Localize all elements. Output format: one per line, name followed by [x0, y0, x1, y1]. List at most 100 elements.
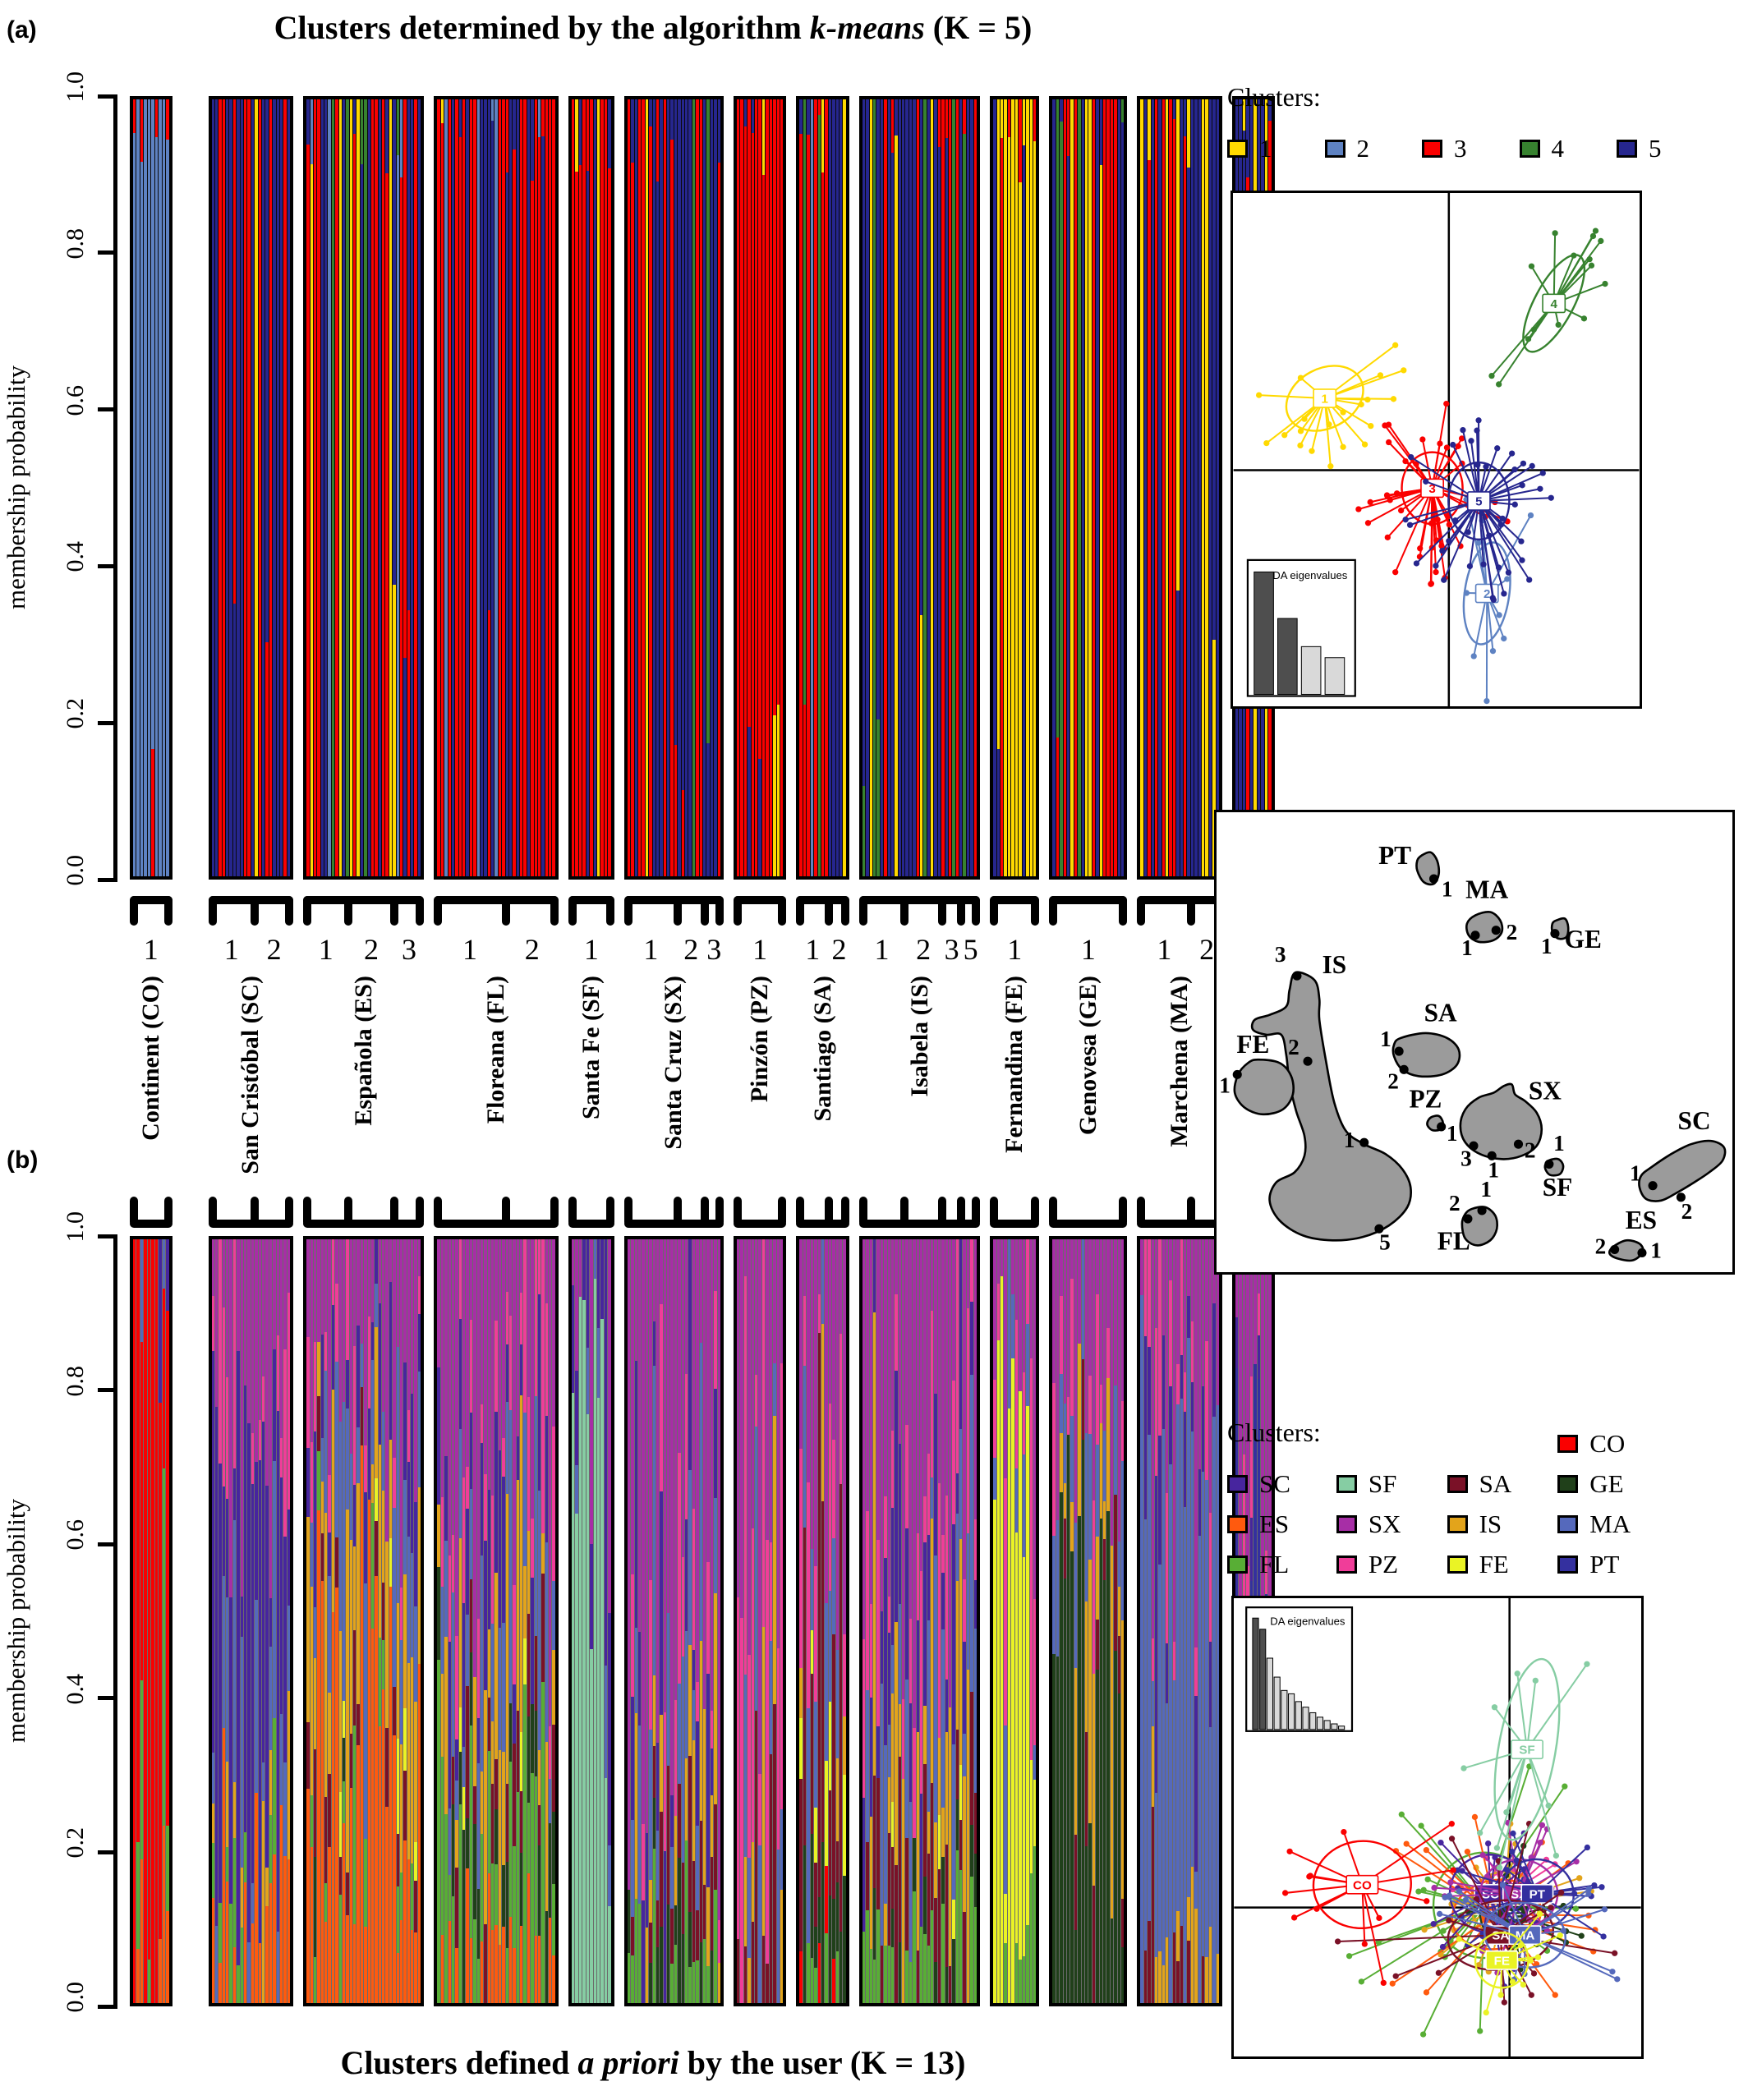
admixture-bar — [1103, 1239, 1107, 2003]
site-number-FE-1: 1 — [1219, 1073, 1230, 1098]
bar-segment-FL — [835, 1951, 840, 2003]
bracket-tick — [285, 1197, 294, 1226]
admixture-bar — [895, 1239, 899, 2003]
bar-segment-IS — [407, 1663, 411, 1860]
bar-segment-MA — [649, 1730, 652, 1880]
bar-segment-SX — [502, 1239, 505, 1439]
bar-segment-IS — [396, 1603, 399, 1739]
bar-segment-IS — [487, 1629, 490, 1698]
bar-segment-IS — [743, 1857, 748, 1946]
bar-segment-PZ — [996, 1283, 1000, 1340]
bar-segment-PZ — [660, 1303, 663, 1492]
bar-segment-FE — [342, 1700, 346, 1738]
y-tick-label: 0.6 — [62, 384, 89, 416]
bar-segment-SA — [541, 1574, 545, 1683]
bar-segment-5 — [353, 99, 356, 134]
bar-segment-PZ — [758, 1773, 761, 1846]
bar-segment-SC — [696, 1721, 699, 1827]
bar-segment-SX — [706, 1239, 710, 1562]
admixture-bar — [349, 1239, 354, 2003]
admixture-bar — [645, 99, 650, 876]
group-label-CO: Continent (CO) — [130, 976, 172, 1222]
bar-segment-MA — [523, 1412, 527, 1567]
admixture-bar — [531, 99, 535, 876]
bar-segment-GE — [828, 1896, 832, 2003]
admixture-bar — [1151, 1239, 1155, 2003]
admixture-bar — [1011, 99, 1015, 876]
bar-segment-SX — [403, 1239, 407, 1362]
admixture-bar — [437, 1239, 441, 2003]
admixture-bar — [810, 99, 815, 876]
admixture-bar — [520, 1239, 524, 2003]
bar-segment-2 — [396, 155, 399, 876]
population-number-IS-5: 5 — [963, 933, 978, 966]
legend-swatch — [1227, 1475, 1248, 1493]
bar-segment-IS — [706, 1887, 710, 1967]
bar-segment-IS — [444, 1637, 448, 1814]
bar-segment-SX — [1176, 1239, 1180, 1365]
bar-segment-4 — [1060, 121, 1063, 876]
bar-segment-SC — [1194, 1696, 1198, 1873]
admixture-bar — [265, 99, 269, 876]
legend-swatch — [1557, 1435, 1579, 1453]
bracket-bar — [1137, 1220, 1223, 1228]
bar-segment-SX — [890, 1239, 895, 1431]
bar-segment-GE — [923, 1876, 927, 1934]
bar-segment-SC — [663, 1851, 667, 2003]
admixture-bar — [306, 99, 310, 876]
bar-segment-3 — [531, 181, 534, 876]
bar-segment-SX — [1121, 1239, 1125, 1402]
bar-segment-IS — [240, 1868, 244, 1928]
bar-segment-SA — [455, 1867, 458, 1949]
bar-segment-PZ — [663, 1712, 667, 1852]
bar-segment-GE — [473, 1823, 476, 1920]
bar-segment-MA — [240, 1637, 244, 1868]
bar-segment-SC — [407, 1461, 411, 1537]
bar-segment-IS — [370, 1464, 375, 1504]
bar-segment-SA — [821, 1500, 825, 1843]
bar-segment-GE — [945, 1967, 948, 2003]
admixture-bar — [1029, 99, 1033, 876]
bar-segment-SA — [469, 1578, 473, 1653]
admixture-bar — [154, 99, 159, 876]
bar-segment-SX — [399, 1239, 403, 1588]
bar-segment-3 — [534, 99, 537, 876]
bar-segment-SA — [923, 1763, 927, 1877]
admixture-bar — [751, 1239, 755, 2003]
bar-segment-SA — [396, 1834, 399, 1886]
admixture-bar — [353, 99, 357, 876]
bar-segment-SX — [1246, 1239, 1249, 1567]
bar-segment-3 — [1074, 99, 1078, 876]
bar-segment-PZ — [706, 1561, 710, 1674]
bar-segment-FE — [993, 1499, 996, 2003]
bar-segment-PZ — [913, 1727, 916, 1838]
admixture-bar — [162, 1239, 167, 2003]
bar-segment-MA — [414, 1606, 417, 1702]
bar-segment-SX — [222, 1239, 226, 1308]
bar-segment-PZ — [923, 1496, 927, 1543]
bar-segment-5 — [1099, 99, 1103, 165]
bar-segment-5 — [996, 748, 1000, 876]
group-box-SX-a — [623, 96, 724, 880]
bar-segment-GE — [656, 1947, 660, 2003]
bar-segment-MA — [828, 1591, 832, 1703]
admixture-bar — [807, 99, 811, 876]
bar-segment-FL — [634, 1898, 637, 2003]
panel-b-legend-title: Clusters: — [1227, 1418, 1321, 1447]
bar-segment-3 — [681, 789, 685, 876]
y-tick-label: 0.0 — [62, 1982, 89, 2013]
bar-segment-5 — [1060, 99, 1063, 122]
admixture-bar — [1007, 1239, 1012, 2003]
bar-segment-5 — [1143, 99, 1148, 876]
site-number-IS-3: 3 — [1275, 942, 1286, 967]
bar-segment-PZ — [367, 1316, 370, 1408]
bar-segment-MA — [549, 1779, 552, 1824]
bracket-tick — [796, 1197, 805, 1226]
admixture-bar — [821, 99, 826, 876]
bar-segment-ES — [218, 1962, 222, 2003]
admixture-bar — [1208, 1239, 1213, 2003]
admixture-bar — [1162, 99, 1166, 876]
bracket-tick — [957, 1197, 966, 1226]
bar-segment-SX — [769, 1239, 773, 1543]
admixture-bar — [1190, 99, 1195, 876]
